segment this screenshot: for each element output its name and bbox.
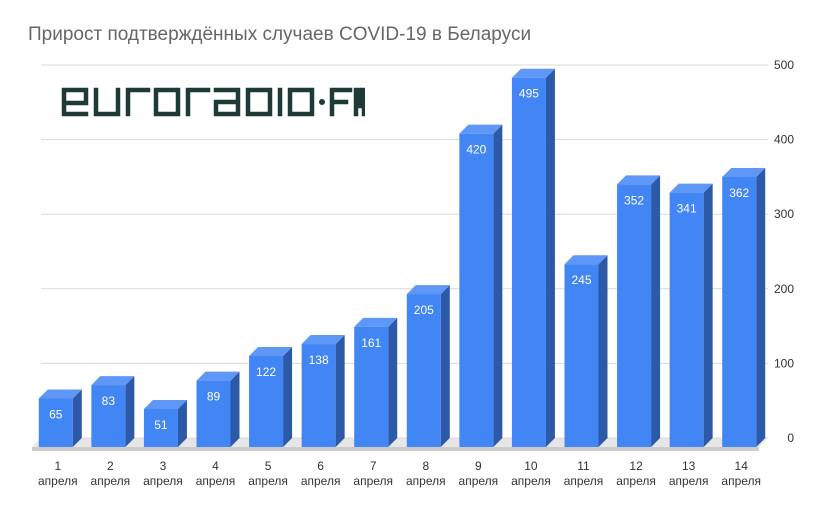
bar <box>669 192 704 447</box>
x-tick-label-day: 8 <box>422 459 429 473</box>
bar-side <box>598 255 608 447</box>
bar-side <box>651 175 661 447</box>
bar-top <box>722 167 766 177</box>
x-tick-label-day: 13 <box>682 459 696 473</box>
bar-top <box>511 68 555 78</box>
bar <box>196 380 231 447</box>
bar-top <box>564 255 608 265</box>
bar-side <box>493 124 503 448</box>
x-tick-label-day: 9 <box>475 459 482 473</box>
bar <box>301 344 336 447</box>
data-label: 65 <box>49 408 63 422</box>
bar-top <box>459 124 503 134</box>
y-tick-label: 400 <box>774 133 794 147</box>
x-tick-label-month: апреля <box>669 474 709 488</box>
bar <box>459 133 494 447</box>
y-tick-label: 200 <box>774 282 794 296</box>
bar <box>564 264 599 447</box>
bar <box>617 184 652 447</box>
chart-title: Прирост подтверждённых случаев COVID-19 … <box>28 24 532 45</box>
x-tick-label-month: апреля <box>301 474 341 488</box>
x-tick-label-day: 11 <box>577 459 590 473</box>
data-label: 341 <box>677 202 697 216</box>
x-tick-label-month: апреля <box>564 474 604 488</box>
bar-side <box>125 376 135 447</box>
bar-top <box>301 335 345 345</box>
x-tick-label-day: 5 <box>265 459 272 473</box>
x-tick-label-month: апреля <box>143 474 183 488</box>
data-label: 161 <box>361 336 381 350</box>
x-tick-label-day: 12 <box>629 459 643 473</box>
data-label: 89 <box>207 390 221 404</box>
bar <box>38 398 73 447</box>
bar-top <box>406 285 450 295</box>
bar-side <box>703 183 713 447</box>
data-label: 205 <box>414 303 434 317</box>
data-label: 362 <box>729 186 749 200</box>
x-tick-label-month: апреля <box>616 474 656 488</box>
x-tick-label-month: апреля <box>406 474 446 488</box>
data-label: 138 <box>309 353 329 367</box>
bar-side <box>230 371 240 447</box>
x-tick-label-day: 2 <box>107 459 114 473</box>
x-tick-label-month: апреля <box>91 474 131 488</box>
x-tick-label-month: апреля <box>353 474 393 488</box>
y-tick-label: 100 <box>774 356 794 370</box>
y-tick-label: 0 <box>787 431 794 445</box>
data-label: 495 <box>519 87 539 101</box>
data-label: 83 <box>102 394 116 408</box>
bar-top <box>669 183 713 193</box>
bar-side <box>283 346 293 447</box>
bar-top <box>91 376 135 386</box>
bar-top <box>196 371 240 381</box>
x-tick-label-month: апреля <box>721 474 761 488</box>
data-label: 245 <box>571 273 591 287</box>
bar <box>91 385 126 447</box>
bar-side <box>335 335 345 447</box>
chart-floor-edge <box>32 447 759 451</box>
x-tick-label-day: 4 <box>212 459 219 473</box>
bar-top <box>143 399 187 409</box>
x-tick-label-month: апреля <box>38 474 78 488</box>
bar-top <box>38 389 82 399</box>
bar-top <box>617 175 661 185</box>
bar-side <box>72 389 82 447</box>
bar-side <box>440 285 450 447</box>
data-label: 352 <box>624 193 644 207</box>
bar <box>143 408 178 447</box>
bar-side <box>177 399 187 447</box>
x-tick-label-month: апреля <box>511 474 551 488</box>
bar-side <box>756 167 766 447</box>
bar <box>354 326 389 447</box>
bar-top <box>354 317 398 327</box>
data-label: 420 <box>466 143 486 157</box>
bar-side <box>545 68 555 447</box>
bar-side <box>388 317 398 447</box>
bar <box>511 77 546 447</box>
data-label: 51 <box>154 418 168 432</box>
x-tick-label-day: 7 <box>370 459 377 473</box>
x-tick-label-month: апреля <box>248 474 288 488</box>
x-tick-label-day: 3 <box>160 459 167 473</box>
y-tick-label: 300 <box>774 207 794 221</box>
x-tick-label-day: 6 <box>317 459 324 473</box>
bar-top <box>249 346 293 356</box>
bar <box>722 176 757 447</box>
x-tick-label-day: 14 <box>735 459 749 473</box>
euroradio-logo <box>61 87 365 117</box>
x-tick-label-day: 1 <box>54 459 61 473</box>
y-tick-label: 500 <box>774 58 794 72</box>
bar <box>406 294 441 447</box>
x-tick-label-month: апреля <box>196 474 236 488</box>
x-tick-label-month: апреля <box>459 474 499 488</box>
data-label: 122 <box>256 365 276 379</box>
x-tick-label-day: 10 <box>524 459 538 473</box>
bar <box>249 355 284 447</box>
